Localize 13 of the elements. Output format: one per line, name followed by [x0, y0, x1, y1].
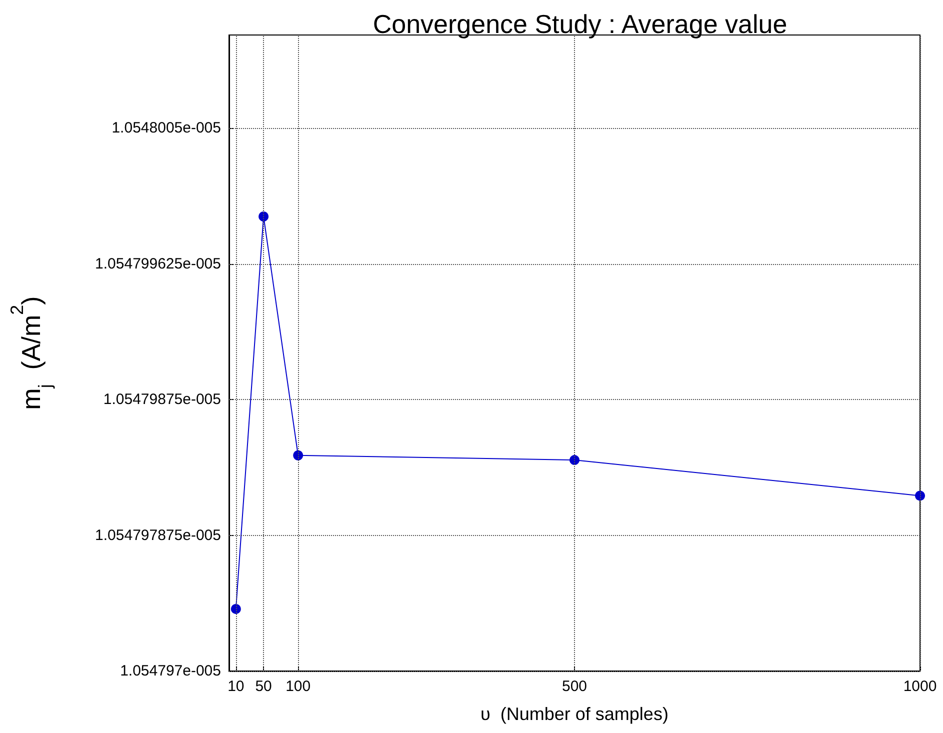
y-tick-label: 1.054797875e-005 — [95, 526, 221, 544]
x-tick-label: 10 — [228, 678, 244, 695]
x-tick-label: 100 — [286, 678, 311, 695]
x-axis-title: υ (Number of samples) — [480, 704, 668, 724]
y-tick-label: 1.0548005e-005 — [112, 120, 221, 137]
y-tick-label: 1.054797e-005 — [120, 662, 221, 680]
chart-title: Convergence Study : Average value — [372, 9, 788, 39]
y-tick-label: 1.054799625e-005 — [95, 255, 221, 272]
x-tick-label: 500 — [562, 678, 588, 695]
y-tick-label: 1.05479875e-005 — [103, 391, 221, 408]
x-tick-label: 50 — [255, 678, 272, 695]
x-tick-label: 1000 — [903, 678, 937, 695]
y-axis-title: mj (A/m2) — [7, 296, 55, 410]
